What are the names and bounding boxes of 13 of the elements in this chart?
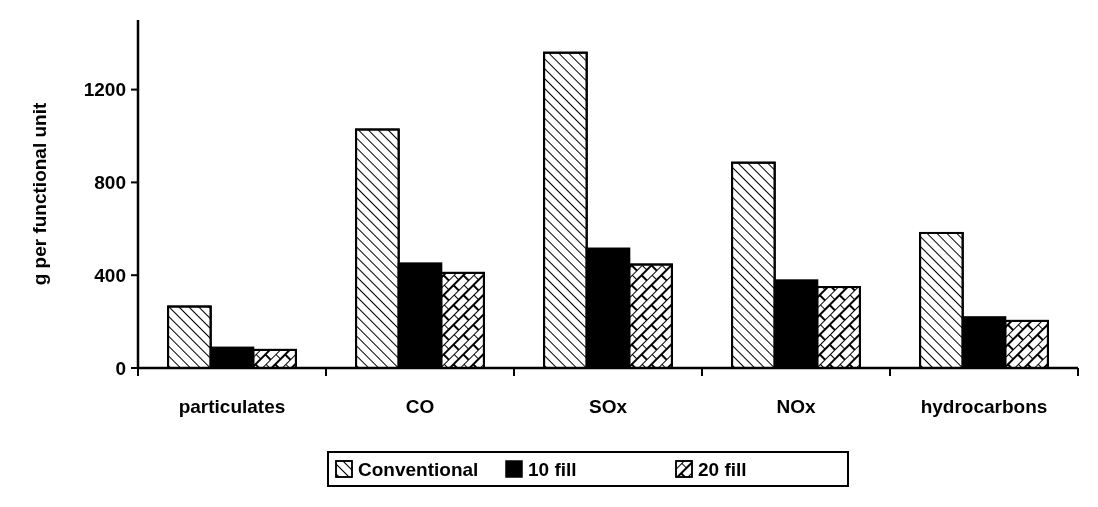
x-tick-label: NOx: [776, 396, 816, 417]
x-tick-label: SOx: [588, 396, 628, 417]
y-tick-label: 400: [94, 264, 126, 286]
legend-label: 20 fill: [698, 458, 747, 480]
y-tick-label: 1200: [83, 79, 126, 101]
x-tick-label: hydrocarbons: [920, 396, 1048, 417]
y-tick-label: 0: [115, 357, 126, 379]
y-axis-title: g per functional unit: [29, 102, 50, 286]
x-tick-label: particulates: [178, 396, 286, 417]
x-tick-label: CO: [405, 396, 435, 417]
legend-label: 10 fill: [528, 458, 577, 480]
legend-label: Conventional: [358, 458, 479, 480]
y-tick-label: 800: [94, 172, 126, 194]
